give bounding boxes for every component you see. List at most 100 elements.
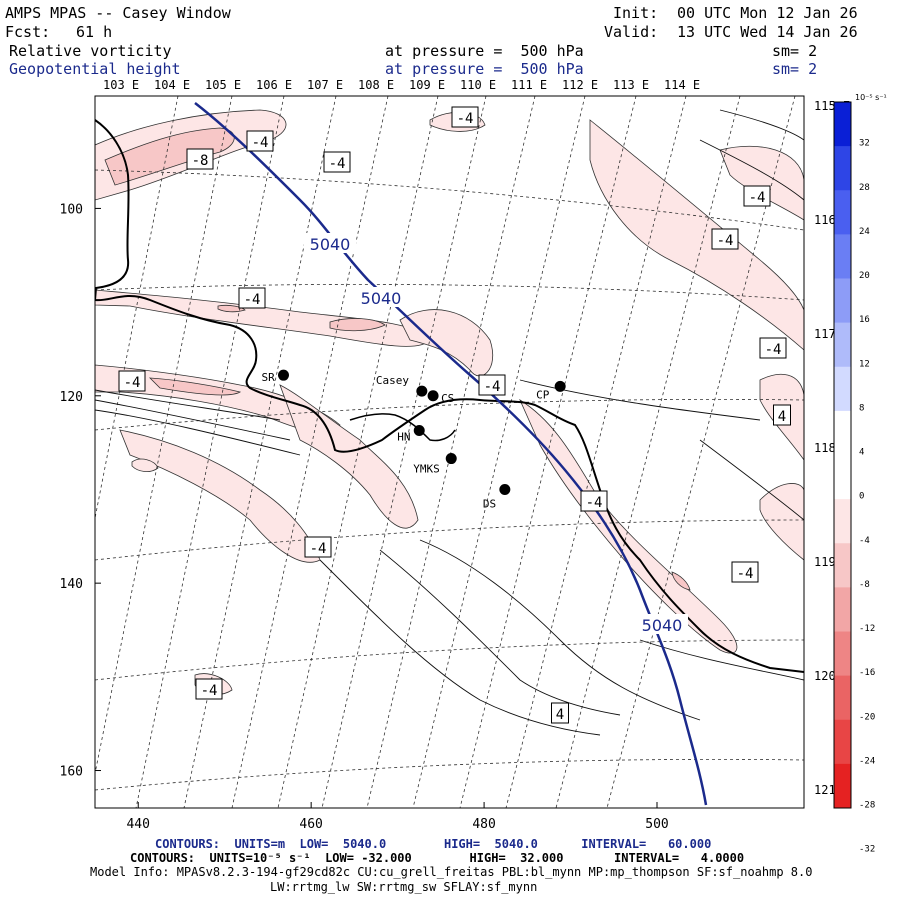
station-cs-marker bbox=[427, 390, 439, 402]
vorticity-contour-label: -4 bbox=[743, 185, 771, 207]
vorticity-contour-label: -4 bbox=[246, 130, 274, 152]
longitude-label: 111 E bbox=[511, 78, 547, 92]
meridian-line bbox=[95, 96, 233, 776]
height-label-bg bbox=[636, 614, 688, 634]
map-frame bbox=[94, 95, 805, 809]
coastline bbox=[95, 119, 804, 673]
vorticity-contour-label: -8 bbox=[186, 148, 214, 170]
colorbar-segment bbox=[834, 455, 851, 500]
meridian-line bbox=[135, 96, 285, 808]
parallel-line bbox=[95, 639, 804, 681]
vorticity-label-text: -4 bbox=[252, 135, 269, 151]
meridian-line bbox=[277, 96, 439, 808]
vorticity-label-text: -4 bbox=[749, 190, 766, 206]
station-hn-marker bbox=[413, 424, 425, 436]
colorbar-tick-label: -32 bbox=[859, 845, 875, 855]
vorticity-label-text: -4 bbox=[201, 683, 218, 699]
colorbar-segment bbox=[834, 278, 851, 324]
colorbar-tick-label: 32 bbox=[859, 139, 870, 149]
vorticity-contour-labels: -8 -4 -4 -4 -4 -4 -4 -4 -4 -4 -4 -4 -4 4 4 -4 bbox=[118, 106, 791, 724]
y-tick-label: 160 bbox=[60, 765, 83, 780]
longitude-label: 107 E bbox=[307, 78, 343, 92]
meridian-line bbox=[412, 96, 586, 808]
station-ds-marker bbox=[499, 483, 511, 495]
longitude-label: 113 E bbox=[613, 78, 649, 92]
colorbar-frame bbox=[833, 101, 852, 809]
colorbar-tick-label: 8 bbox=[859, 403, 864, 413]
meridian-line bbox=[366, 96, 536, 808]
colorbar-tick-label: 0 bbox=[859, 492, 864, 502]
colorbar-segment bbox=[834, 102, 851, 147]
field-2-level: at pressure = 500 hPa bbox=[385, 60, 584, 78]
parallel-line bbox=[95, 169, 804, 231]
vorticity-contour-label: -4 bbox=[304, 536, 332, 558]
longitude-label: 106 E bbox=[256, 78, 292, 92]
vorticity-contour-label: 4 bbox=[773, 404, 791, 426]
colorbar: 32 28 24 20 16 12 8 4 0 -4 -8 -12 -16 -20 -24 -28 -32 10⁻… bbox=[833, 93, 887, 855]
parallel-line bbox=[95, 758, 804, 791]
x-axis: 440 460 480 500 bbox=[126, 802, 669, 832]
y-tick-label: 140 bbox=[60, 577, 83, 592]
station-ymks-label: YMKS bbox=[413, 463, 440, 476]
vorticity-label-text: -4 bbox=[737, 566, 754, 582]
height-label-bg bbox=[355, 287, 407, 307]
colorbar-segment bbox=[834, 366, 851, 412]
station-ymks-marker bbox=[445, 453, 457, 465]
parallel-line bbox=[95, 519, 804, 561]
station-cp-label: CP bbox=[536, 388, 550, 401]
vorticity-label-text: -4 bbox=[124, 375, 141, 391]
vorticity-contour-label: -4 bbox=[451, 106, 479, 128]
field-1-name: Relative vorticity bbox=[9, 42, 172, 60]
colorbar-tick-label: -24 bbox=[859, 756, 875, 766]
field-1-level: at pressure = 500 hPa bbox=[385, 42, 584, 60]
colorbar-segment bbox=[834, 322, 851, 368]
station-ds-label: DS bbox=[483, 497, 496, 510]
meridian-line bbox=[555, 96, 741, 808]
station-sr-label: SR bbox=[261, 371, 275, 384]
colorbar-tick-label: -16 bbox=[859, 668, 875, 678]
x-tick-label: 500 bbox=[645, 817, 668, 832]
colorbar-tick-label: 28 bbox=[859, 183, 870, 193]
colorbar-tick-label: -28 bbox=[859, 801, 875, 811]
height-label-text: 5040 bbox=[361, 289, 402, 308]
colorbar-segment bbox=[834, 234, 851, 279]
station-cs-label: CS bbox=[441, 392, 454, 405]
y-tick-label: 120 bbox=[60, 390, 83, 405]
x-tick-label: 460 bbox=[299, 817, 322, 832]
height-contour-5040 bbox=[194, 102, 708, 806]
meridian-line bbox=[606, 96, 796, 808]
colorbar-tick-label: -8 bbox=[859, 580, 870, 590]
colorbar-tick-label: -20 bbox=[859, 712, 875, 722]
vorticity-label-text: -4 bbox=[717, 233, 734, 249]
colorbar-segment bbox=[834, 146, 851, 191]
parallel-line bbox=[95, 398, 804, 431]
longitude-label: 104 E bbox=[154, 78, 190, 92]
map-background bbox=[95, 96, 804, 808]
vorticity-contour-label: -4 bbox=[580, 490, 608, 512]
y-axis: 100 120 140 160 bbox=[60, 202, 101, 780]
vorticity-label-text: -4 bbox=[329, 156, 346, 172]
colorbar-tick-label: 16 bbox=[859, 315, 870, 325]
station-cp-marker bbox=[554, 380, 566, 392]
longitude-label: 114 E bbox=[664, 78, 700, 92]
colorbar-tick-label: 12 bbox=[859, 359, 870, 369]
vorticity-contour-info: CONTOURS: UNITS=10⁻⁵ s⁻¹ LOW= -32.000 HI… bbox=[130, 851, 745, 865]
colorbar-tick-label: -12 bbox=[859, 624, 875, 634]
field-2-smoothing: sm= 2 bbox=[772, 60, 818, 78]
init-label: Init: bbox=[613, 4, 659, 22]
model-info-line1: Model Info: MPASv8.2.3-194-gf29cd82c CU:… bbox=[90, 865, 813, 879]
vorticity-contour-label: -4 bbox=[118, 370, 146, 392]
vorticity-contour-label: -4 bbox=[759, 337, 787, 359]
height-contour-info: CONTOURS: UNITS=m LOW= 5040.0 HIGH= 5040… bbox=[155, 837, 712, 851]
vorticity-label-text: -8 bbox=[192, 153, 209, 169]
init-time: 00 UTC Mon 12 Jan 26 bbox=[677, 4, 858, 22]
longitude-label: 109 E bbox=[409, 78, 445, 92]
vorticity-label-text: -4 bbox=[484, 379, 501, 395]
vorticity-label-text: -4 bbox=[310, 541, 327, 557]
colorbar-tick-label: -4 bbox=[859, 536, 870, 546]
parallel-line bbox=[95, 283, 804, 301]
vorticity-contour-label: 4 bbox=[551, 702, 569, 724]
colorbar-segment bbox=[834, 631, 851, 677]
field-1-smoothing: sm= 2 bbox=[772, 42, 818, 60]
height-label-bg bbox=[304, 233, 356, 253]
